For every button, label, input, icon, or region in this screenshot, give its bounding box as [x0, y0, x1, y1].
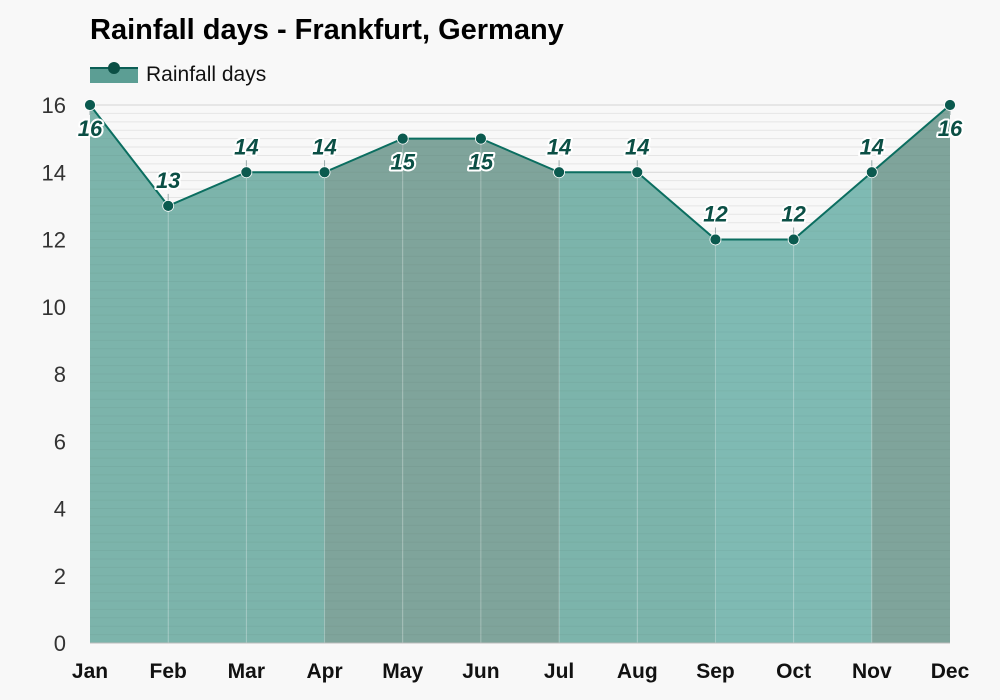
- x-tick-label-may: May: [382, 660, 423, 683]
- y-tick-label: 14: [42, 160, 66, 185]
- x-tick-label-aug: Aug: [617, 660, 658, 683]
- data-point-may: [396, 132, 409, 145]
- data-point-apr: [318, 166, 331, 179]
- y-tick-label: 8: [54, 362, 66, 387]
- data-label-aug: 14: [625, 134, 649, 159]
- data-label-apr: 14: [312, 134, 336, 159]
- y-tick-label: 12: [42, 228, 66, 253]
- data-point-oct: [787, 233, 800, 246]
- data-point-sep: [709, 233, 722, 246]
- x-tick-label-nov: Nov: [852, 660, 892, 683]
- y-tick-label: 2: [54, 564, 66, 589]
- legend[interactable]: Rainfall days: [90, 60, 266, 90]
- data-point-aug: [631, 166, 644, 179]
- data-point-nov: [865, 166, 878, 179]
- x-tick-label-sep: Sep: [696, 660, 735, 683]
- data-label-oct: 12: [781, 202, 806, 227]
- area-band-sep: [715, 239, 794, 643]
- data-label-dec: 16: [938, 116, 963, 141]
- data-point-feb: [162, 199, 175, 212]
- data-point-jul: [553, 166, 565, 179]
- area-band-mar: [246, 172, 325, 643]
- data-point-mar: [240, 166, 253, 179]
- data-label-feb: 13: [156, 168, 180, 193]
- series-line: [89, 104, 951, 241]
- y-tick-label: 0: [54, 631, 66, 656]
- x-tick-label-dec: Dec: [931, 660, 970, 683]
- data-point-jan: [84, 99, 96, 111]
- data-label-jul: 14: [547, 134, 571, 159]
- data-label-nov: 14: [860, 134, 884, 159]
- area-band-oct: [793, 172, 872, 643]
- area-band-jan: [90, 105, 169, 643]
- x-tick-label-jun: Jun: [462, 660, 499, 683]
- data-point-dec: [944, 99, 956, 111]
- area-band-may: [402, 138, 481, 643]
- area-band-jul: [559, 172, 638, 643]
- area-band-nov: [871, 105, 950, 643]
- x-tick-label-jul: Jul: [544, 660, 574, 683]
- data-label-jan: 16: [78, 116, 103, 141]
- x-tick-label-feb: Feb: [150, 660, 187, 683]
- legend-swatch: [90, 62, 138, 83]
- data-label-sep: 12: [703, 202, 728, 227]
- x-tick-label-jan: Jan: [72, 660, 108, 683]
- legend-marker-icon: [108, 62, 120, 74]
- data-label-may: 15: [390, 150, 415, 175]
- area-band-feb: [168, 172, 247, 643]
- y-tick-label: 10: [42, 295, 66, 320]
- area-band-apr: [324, 138, 403, 643]
- x-tick-label-apr: Apr: [306, 660, 342, 683]
- area-band-jun: [480, 138, 560, 643]
- legend-label: Rainfall days: [146, 63, 267, 86]
- x-tick-label-mar: Mar: [228, 660, 265, 683]
- data-point-jun: [475, 132, 487, 145]
- y-tick-label: 4: [54, 497, 66, 522]
- x-tick-label-oct: Oct: [776, 660, 811, 683]
- y-tick-label: 6: [54, 429, 66, 454]
- y-tick-label: 16: [42, 93, 66, 118]
- data-label-jun: 15: [469, 150, 494, 175]
- data-label-mar: 14: [234, 134, 258, 159]
- area-band-aug: [637, 172, 716, 643]
- chart-title: Rainfall days - Frankfurt, Germany: [90, 14, 564, 46]
